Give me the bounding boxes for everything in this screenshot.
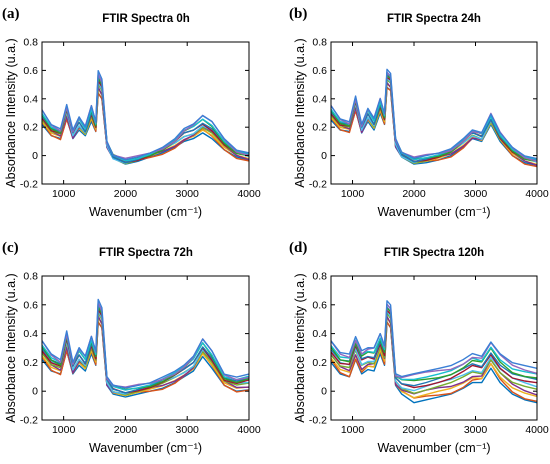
spectrum-line <box>42 80 249 164</box>
y-tick-label: 0 <box>32 386 38 398</box>
axes-frame <box>330 41 538 185</box>
spectrum-line <box>331 79 537 164</box>
y-tick-label: 0.8 <box>312 271 327 283</box>
x-tick-label: 4000 <box>525 424 549 436</box>
spectrum-line <box>42 308 249 394</box>
x-tick-label: 1000 <box>341 188 365 200</box>
spectrum-line <box>42 86 249 163</box>
x-tick-label: 2000 <box>402 188 426 200</box>
spectrum-line <box>331 68 537 160</box>
x-tick-label: 4000 <box>237 424 261 436</box>
spectrum-line <box>42 80 249 164</box>
y-axis-label: Absorbance Intensity (u.a.) <box>4 273 18 422</box>
y-tick-label: 0.4 <box>23 328 38 340</box>
y-tick-label: -0.2 <box>309 415 327 427</box>
y-tick-label: 0 <box>321 150 327 162</box>
x-axis-label: Wavenumber (cm⁻¹) <box>377 441 490 455</box>
spectrum-line <box>331 310 537 392</box>
spectrum-line <box>42 73 249 159</box>
y-tick-label: 0.8 <box>23 37 38 49</box>
y-tick-label: 0.2 <box>23 357 38 369</box>
x-tick-label: 2000 <box>114 424 138 436</box>
x-tick-label: 3000 <box>464 424 488 436</box>
x-tick-label: 1000 <box>52 424 76 436</box>
y-tick-label: 0.4 <box>312 328 327 340</box>
chart-title: FTIR Spectra 72h <box>99 247 193 259</box>
spectrum-line <box>331 73 537 163</box>
y-tick-label: 0.2 <box>312 357 327 369</box>
y-tick-label: 0.2 <box>23 122 38 134</box>
spectrum-line <box>331 300 537 378</box>
x-tick-label: 4000 <box>525 188 549 200</box>
y-tick-label: 0.6 <box>23 65 38 77</box>
y-tick-label: 0.8 <box>312 37 327 49</box>
x-axis-label: Wavenumber (cm⁻¹) <box>89 441 202 455</box>
x-tick-label: 2000 <box>114 188 138 200</box>
y-tick-label: -0.2 <box>309 179 327 191</box>
spectrum-line <box>331 317 537 399</box>
spectrum-line <box>42 309 249 395</box>
spectrum-line <box>42 315 249 395</box>
spectrum-line <box>42 70 249 161</box>
spectrum-line <box>42 83 249 165</box>
spectrum-line <box>331 321 537 404</box>
panel-label: (d) <box>289 240 307 256</box>
spectrum-line <box>42 321 249 398</box>
panel-label: (b) <box>289 6 307 22</box>
axes-frame <box>41 41 250 185</box>
spectrum-line <box>42 305 249 394</box>
spectrum-line <box>42 77 249 161</box>
y-tick-label: 0.6 <box>23 299 38 311</box>
spectrum-line <box>331 76 537 164</box>
y-axis-label: Absorbance Intensity (u.a.) <box>293 38 307 187</box>
x-tick-label: 3000 <box>176 188 200 200</box>
y-tick-label: 0.4 <box>312 93 327 105</box>
y-tick-label: 0.2 <box>312 122 327 134</box>
chart-title: FTIR Spectra 120h <box>384 247 484 259</box>
x-tick-label: 2000 <box>402 424 426 436</box>
spectrum-line <box>331 309 537 389</box>
panel-label: (c) <box>2 240 19 256</box>
panel-label: (a) <box>2 6 20 22</box>
y-tick-label: 0.4 <box>23 93 38 105</box>
y-tick-label: -0.2 <box>20 179 38 191</box>
spectrum-line <box>42 87 249 165</box>
y-tick-label: 0.8 <box>23 271 38 283</box>
chart-title: FTIR Spectra 0h <box>102 13 190 25</box>
spectrum-line <box>42 74 249 162</box>
x-tick-label: 1000 <box>341 424 365 436</box>
spectrum-line <box>42 298 249 389</box>
x-tick-label: 3000 <box>464 188 488 200</box>
x-tick-label: 3000 <box>176 424 200 436</box>
y-axis-label: Absorbance Intensity (u.a.) <box>4 38 18 187</box>
spectrum-line <box>42 76 249 164</box>
axes-frame <box>41 275 250 421</box>
y-tick-label: -0.2 <box>20 415 38 427</box>
spectrum-line <box>42 312 249 396</box>
x-axis-label: Wavenumber (cm⁻¹) <box>89 205 202 219</box>
spectrum-line <box>331 306 537 387</box>
spectrum-line <box>42 92 249 163</box>
axes-frame <box>330 275 538 421</box>
x-tick-label: 4000 <box>237 188 261 200</box>
y-axis-label: Absorbance Intensity (u.a.) <box>293 273 307 422</box>
y-tick-label: 0 <box>32 150 38 162</box>
y-tick-label: 0.6 <box>312 299 327 311</box>
y-tick-label: 0.6 <box>312 65 327 77</box>
y-tick-label: 0 <box>321 386 327 398</box>
x-tick-label: 1000 <box>52 188 76 200</box>
chart-title: FTIR Spectra 24h <box>387 13 481 25</box>
x-axis-label: Wavenumber (cm⁻¹) <box>377 205 490 219</box>
spectrum-line <box>331 321 537 402</box>
